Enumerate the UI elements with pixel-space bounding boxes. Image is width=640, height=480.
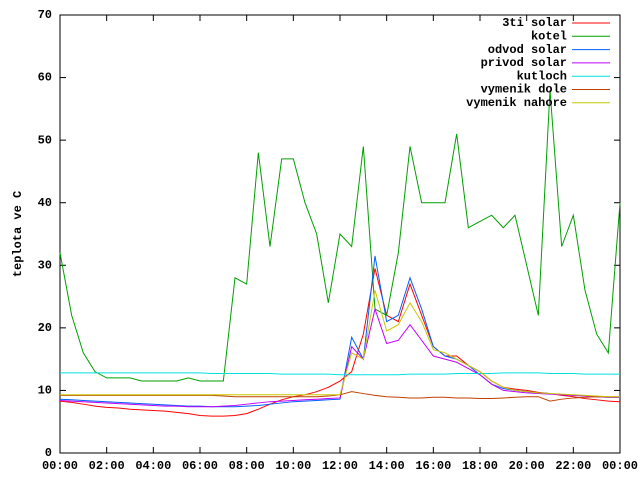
x-tick-label: 20:00 [509, 459, 545, 473]
x-tick-label: 00:00 [602, 459, 638, 473]
legend-label: vymenik nahore [466, 96, 567, 110]
legend-label: odvod solar [488, 43, 567, 57]
y-tick-label: 70 [38, 8, 52, 22]
series-line [59, 255, 620, 408]
y-tick-label: 50 [38, 133, 52, 147]
x-tick-label: 02:00 [89, 459, 125, 473]
y-tick-label: 30 [38, 258, 52, 272]
x-tick-label: 14:00 [369, 459, 405, 473]
y-tick-label: 10 [38, 384, 52, 398]
y-tick-label: 60 [38, 71, 52, 85]
series-line [59, 307, 620, 408]
x-tick-label: 00:00 [42, 459, 78, 473]
legend-label: vymenik dole [481, 83, 567, 97]
series-line [60, 290, 620, 398]
y-tick-label: 0 [45, 446, 52, 460]
y-tick-label: 20 [38, 321, 52, 335]
x-tick-label: 06:00 [182, 459, 218, 473]
legend-label: kutloch [517, 69, 567, 83]
y-axis-label: teplota ve C [11, 191, 25, 277]
x-tick-label: 18:00 [462, 459, 498, 473]
legend-label: kotel [531, 29, 567, 43]
x-tick-label: 16:00 [415, 459, 451, 473]
y-tick-label: 40 [38, 196, 52, 210]
legend-label: privod solar [481, 56, 567, 70]
series-line [59, 90, 621, 382]
x-tick-label: 04:00 [135, 459, 171, 473]
x-tick-label: 08:00 [229, 459, 265, 473]
series-line [60, 372, 620, 376]
x-tick-label: 10:00 [275, 459, 311, 473]
series-line [59, 268, 621, 417]
x-tick-label: 12:00 [322, 459, 358, 473]
x-tick-label: 22:00 [555, 459, 591, 473]
legend-label: 3ti solar [502, 16, 567, 30]
